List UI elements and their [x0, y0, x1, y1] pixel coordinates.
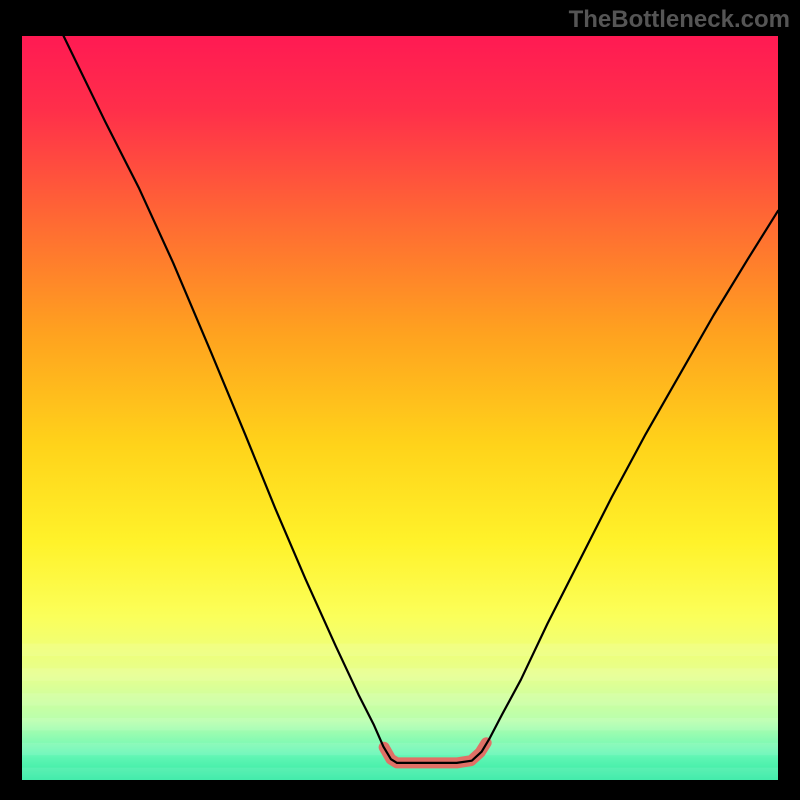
plot-border-right	[778, 0, 800, 800]
watermark-text: TheBottleneck.com	[569, 6, 790, 34]
plot-border-bottom	[0, 780, 800, 800]
bottleneck-curve	[64, 36, 778, 763]
curve-layer	[0, 0, 800, 800]
plot-border-left	[0, 0, 22, 800]
chart-frame: TheBottleneck.com	[0, 0, 800, 800]
